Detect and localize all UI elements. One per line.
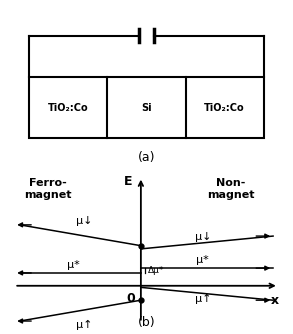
Bar	[29, 77, 264, 138]
Text: 0: 0	[127, 292, 135, 305]
Text: (a): (a)	[138, 151, 155, 164]
Text: μ*: μ*	[67, 260, 80, 270]
Text: TiO₂:Co: TiO₂:Co	[48, 103, 89, 113]
Text: Ferro-
magnet: Ferro- magnet	[24, 178, 72, 200]
Text: (b): (b)	[138, 316, 155, 329]
Text: Si: Si	[141, 103, 152, 113]
Text: TiO₂:Co: TiO₂:Co	[204, 103, 245, 113]
Text: x: x	[270, 294, 279, 307]
Text: μ↑: μ↑	[195, 294, 211, 304]
Text: μ↓: μ↓	[195, 232, 211, 242]
Text: Non-
magnet: Non- magnet	[207, 178, 255, 200]
Text: μ↑: μ↑	[76, 320, 93, 330]
Text: E: E	[124, 175, 132, 188]
Text: μ↓: μ↓	[76, 216, 93, 226]
Text: Δμ*: Δμ*	[148, 266, 164, 275]
Text: μ*: μ*	[196, 255, 209, 265]
